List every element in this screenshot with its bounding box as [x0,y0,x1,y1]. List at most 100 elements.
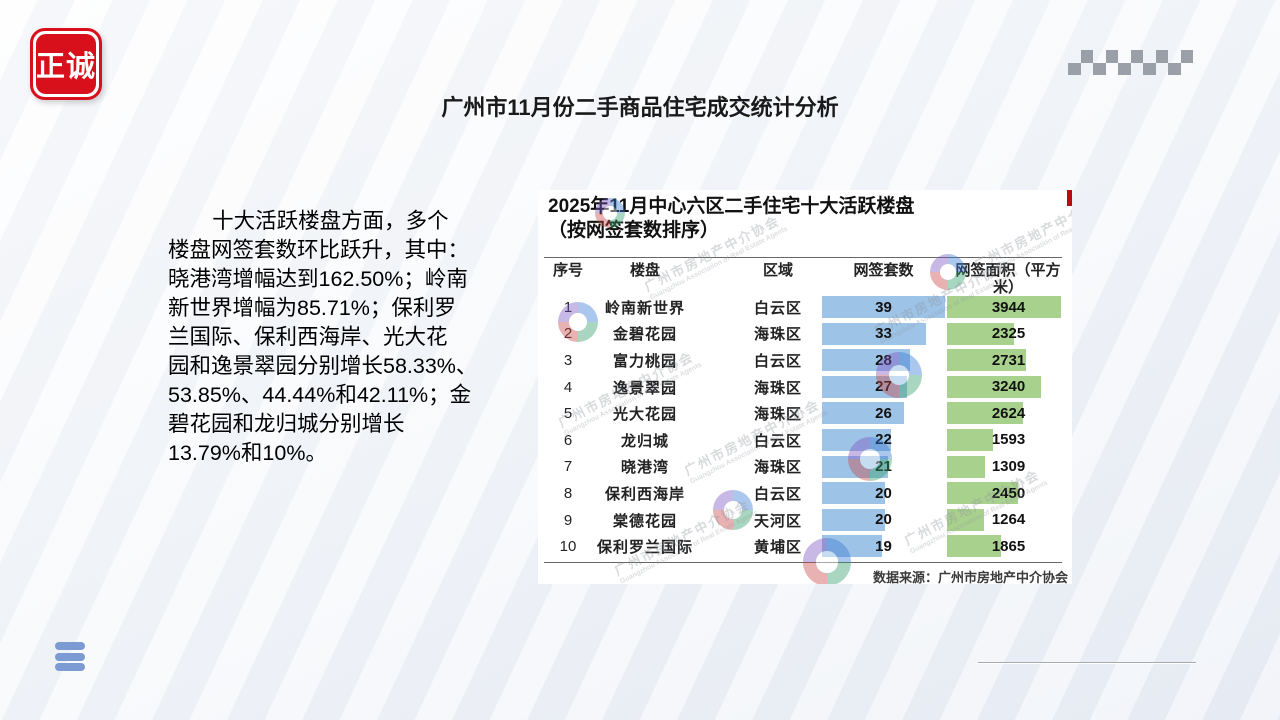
units-value: 20 [875,484,892,502]
name-cell: 棠德花园 [612,512,677,530]
menu-bar [55,642,85,650]
area-value: 2731 [991,351,1026,369]
units-value: 39 [875,298,892,316]
company-logo: 正诚 [30,28,102,100]
paragraph-line: 晓港湾增幅达到162.50%；岭南 [168,267,468,291]
checker-square [1118,62,1131,75]
units-data-bar [822,508,886,531]
area-data-bar [947,375,1041,398]
menu-bars-icon [55,642,85,674]
footer-divider-line [978,662,1196,664]
paragraph-line: 碧花园和龙归城分别增长 [168,412,405,436]
units-data-bar [822,482,886,505]
units-value: 22 [875,431,892,449]
rank-cell: 9 [563,511,573,529]
area-value: 2450 [991,484,1026,502]
units-data-bar [822,322,927,345]
name-cell: 保利罗兰国际 [596,539,693,557]
units-cell: 22 [822,428,945,451]
area-data-bar [947,535,1002,558]
table-row: 7 晓港湾 海珠区 21 1309 [538,454,1072,481]
paragraph-line: 13.79%和10%。 [168,441,327,465]
paragraph-line: 十大活跃楼盘方面，多个 [212,209,449,233]
units-data-bar [822,535,882,558]
area-cell: 1309 [947,455,1070,478]
area-value: 1865 [991,537,1026,555]
units-data-bar [822,455,889,478]
area-data-bar [947,508,984,531]
area-cell: 2624 [947,402,1070,425]
area-cell: 1264 [947,508,1070,531]
table-top-rule [544,257,1062,258]
table-title-line1: 2025年11月中心六区二手住宅十大活跃楼盘 [548,196,915,217]
area-cell: 3240 [947,375,1070,398]
page-title: 广州市11月份二手商品住宅成交统计分析 [441,95,839,120]
area-cell: 2325 [947,322,1070,345]
data-source-note: 数据来源：广州市房地产中介协会 [872,570,1068,584]
table-row: 6 龙归城 白云区 22 1593 [538,427,1072,454]
paragraph-line: 新世界增幅为85.71%；保利罗 [168,296,456,320]
checker-square [1155,50,1168,63]
units-value: 33 [875,325,892,343]
name-cell: 晓港湾 [620,459,669,477]
company-logo-text: 正诚 [36,34,96,94]
name-cell: 岭南新世界 [604,299,685,317]
name-cell: 金碧花园 [612,326,677,344]
paragraph-line: 兰国际、保利西海岸、光大花 [168,325,448,349]
district-cell: 白云区 [753,432,802,450]
area-cell: 2731 [947,349,1070,372]
units-cell: 33 [822,322,945,345]
units-data-bar [822,375,908,398]
table-title-line2: （按网签套数排序） [548,220,720,241]
area-cell: 1865 [947,535,1070,558]
menu-bar [55,652,85,661]
units-cell: 26 [822,402,945,425]
checker-square [1143,62,1156,75]
table-row: 8 保利西海岸 白云区 20 2450 [538,480,1072,507]
district-cell: 白云区 [753,299,802,317]
paragraph-line: 53.85%、44.44%和42.11%；金 [168,383,472,407]
rank-cell: 7 [563,458,573,476]
table-title: 2025年11月中心六区二手住宅十大活跃楼盘 （按网签套数排序） [548,195,914,243]
district-cell: 海珠区 [753,326,802,344]
table-row: 9 棠德花园 天河区 20 1264 [538,507,1072,534]
name-cell: 逸景翠园 [612,379,677,397]
table-row: 1 岭南新世界 白云区 39 3944 [538,294,1072,321]
column-header-units: 网签套数 [853,262,914,279]
name-cell: 龙归城 [620,432,669,450]
name-cell: 富力桃园 [612,352,677,370]
column-header-rank: 序号 [552,262,583,279]
units-data-bar [822,428,892,451]
menu-bar [55,663,85,671]
rank-cell: 2 [563,325,573,343]
checker-square [1168,62,1181,75]
district-cell: 黄埔区 [753,539,802,557]
red-corner-mark [1067,190,1072,206]
area-data-bar [947,428,994,451]
units-cell: 39 [822,296,945,318]
area-value: 1309 [991,458,1026,476]
checker-decoration [1068,50,1194,75]
district-cell: 海珠区 [753,459,802,477]
area-data-bar [947,349,1027,372]
table-row: 4 逸景翠园 海珠区 27 3240 [538,374,1072,401]
area-value: 2325 [991,325,1026,343]
area-cell: 1593 [947,428,1070,451]
units-cell: 27 [822,375,945,398]
rank-cell: 3 [563,351,573,369]
checker-square [1068,62,1081,75]
units-value: 20 [875,511,892,529]
rank-cell: 10 [559,538,577,556]
area-data-bar [947,482,1018,505]
checker-square [1093,62,1106,75]
table-bottom-rule [544,562,1062,563]
column-header-name: 楼盘 [629,262,660,279]
district-cell: 海珠区 [753,406,802,424]
column-header-area: 网签面积（平方米） [955,262,1061,296]
units-cell: 20 [822,508,945,531]
rank-cell: 8 [563,484,573,502]
area-data-bar [947,322,1015,345]
units-value: 27 [875,378,892,396]
column-header-district: 区域 [762,262,793,279]
units-cell: 20 [822,482,945,505]
